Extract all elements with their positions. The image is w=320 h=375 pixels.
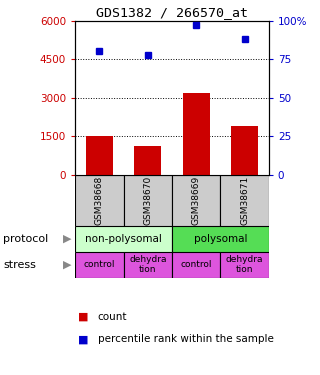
- Text: control: control: [180, 260, 212, 269]
- Bar: [172, 226, 269, 252]
- Bar: [220, 252, 269, 278]
- Bar: [75, 252, 124, 278]
- Text: non-polysomal: non-polysomal: [85, 234, 162, 244]
- Text: ▶: ▶: [63, 234, 71, 244]
- Text: count: count: [98, 312, 127, 322]
- Bar: [183, 93, 210, 175]
- Text: ■: ■: [78, 334, 89, 344]
- Text: GSM38670: GSM38670: [143, 176, 152, 225]
- Bar: [172, 252, 220, 278]
- Text: GSM38668: GSM38668: [95, 176, 104, 225]
- Bar: [134, 147, 161, 175]
- Bar: [220, 175, 269, 226]
- Bar: [172, 175, 220, 226]
- Text: control: control: [84, 260, 115, 269]
- Bar: [75, 226, 172, 252]
- Text: ▶: ▶: [63, 260, 71, 270]
- Title: GDS1382 / 266570_at: GDS1382 / 266570_at: [96, 6, 248, 20]
- Bar: [86, 136, 113, 175]
- Bar: [124, 252, 172, 278]
- Text: polysomal: polysomal: [194, 234, 247, 244]
- Text: dehydra
tion: dehydra tion: [129, 255, 166, 274]
- Bar: [231, 126, 258, 175]
- Text: GSM38671: GSM38671: [240, 176, 249, 225]
- Text: stress: stress: [3, 260, 36, 270]
- Text: ■: ■: [78, 312, 89, 322]
- Text: percentile rank within the sample: percentile rank within the sample: [98, 334, 274, 344]
- Text: protocol: protocol: [3, 234, 48, 244]
- Text: GSM38669: GSM38669: [192, 176, 201, 225]
- Bar: [75, 175, 124, 226]
- Text: dehydra
tion: dehydra tion: [226, 255, 263, 274]
- Bar: [124, 175, 172, 226]
